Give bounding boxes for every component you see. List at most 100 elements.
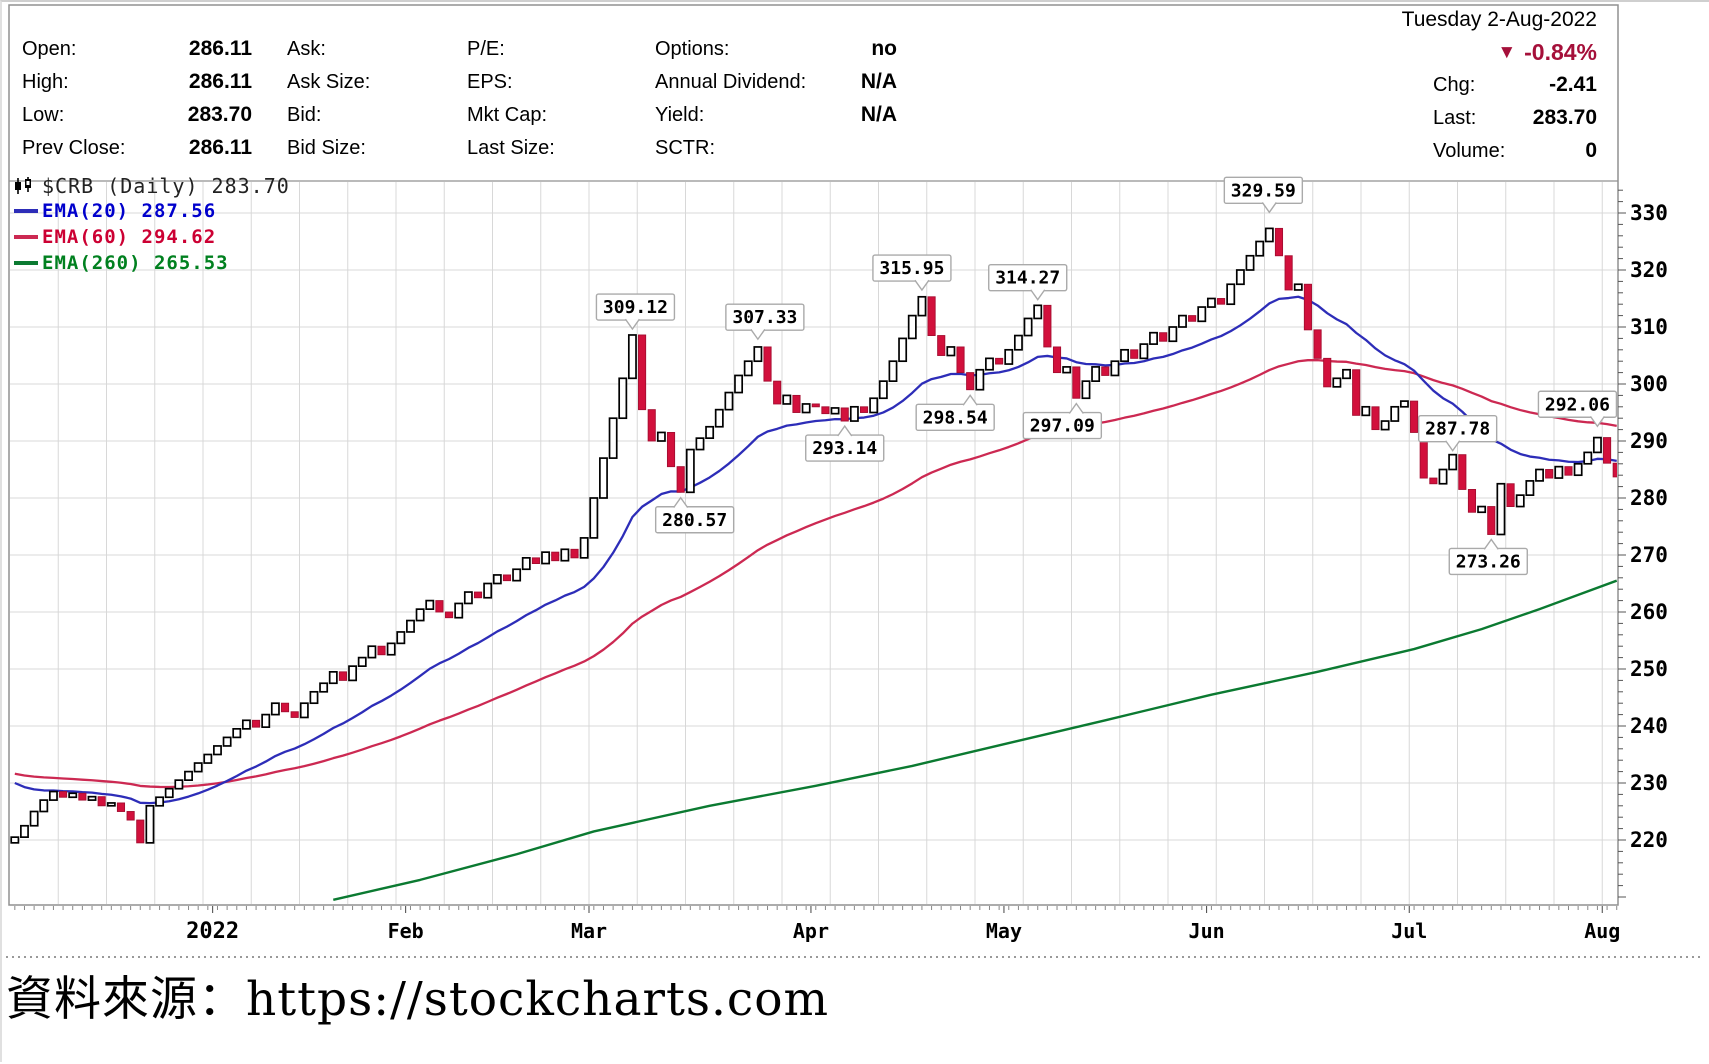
source-caption: 資料來源：https://stockcharts.com (6, 972, 830, 1027)
candle-down (551, 551, 560, 562)
candle-up (270, 702, 280, 716)
candle-down (338, 671, 347, 681)
quote-label: EPS: (467, 71, 513, 93)
candle-down (927, 296, 936, 337)
candle-down (570, 548, 579, 559)
price-callout-text: 292.06 (1545, 394, 1610, 415)
quote-value: N/A (860, 70, 897, 93)
y-tick-label: 230 (1630, 771, 1668, 795)
candle-up (695, 437, 705, 451)
candle-down (502, 574, 512, 582)
legend-item-ema260: EMA(260) 265.53 (14, 250, 290, 276)
quote-label: Annual Dividend: (655, 71, 807, 93)
y-tick-label: 280 (1630, 486, 1668, 510)
candle-up (521, 556, 531, 571)
candle-up (1332, 377, 1342, 388)
candle-up (1013, 334, 1023, 351)
price-callout-text: 314.27 (995, 268, 1060, 289)
candle-up (1390, 405, 1400, 422)
candle-down (840, 407, 849, 422)
x-tick-label: Apr (793, 919, 829, 943)
candle-up (627, 334, 637, 380)
y-tick-label: 220 (1630, 828, 1668, 852)
quote-label: Ask Size: (287, 71, 371, 93)
candle-up (1515, 494, 1525, 508)
price-callout-text: 297.09 (1030, 416, 1095, 437)
candle-down (252, 719, 261, 728)
candle-up (685, 448, 695, 494)
candle-up (541, 551, 551, 565)
candle-down (1072, 366, 1081, 399)
candle-up (1573, 462, 1583, 477)
x-tick-label: 2022 (186, 919, 239, 944)
price-callout-text: 293.14 (812, 438, 877, 459)
candle-up (1342, 368, 1351, 380)
candle-down (1506, 483, 1515, 507)
candle-up (512, 568, 522, 582)
ema-lines (14, 295, 1617, 902)
quote-label: Bid Size: (287, 137, 366, 159)
candle-down (136, 819, 145, 844)
price-callout: 309.12 (595, 293, 676, 331)
quote-value: 283.70 (187, 103, 252, 126)
candle-up (618, 377, 628, 420)
quote-value: 286.11 (188, 37, 252, 60)
candle-down (1274, 227, 1284, 257)
candle-down (1458, 454, 1467, 490)
candle-down (116, 802, 126, 812)
candle-up (1264, 227, 1274, 243)
quote-label: Last Size: (467, 137, 555, 159)
candle-up (68, 792, 78, 799)
quote-value: no (871, 37, 897, 60)
candle-up (734, 374, 744, 394)
price-callout: 307.33 (725, 303, 805, 341)
candle-down (59, 791, 68, 798)
candle-down (956, 346, 965, 374)
candle-down (773, 380, 782, 405)
candle-down (78, 792, 87, 801)
candle-down (1352, 369, 1361, 416)
candle-up (328, 670, 338, 685)
change-row: ▼ -0.84% (1497, 39, 1597, 66)
candles (10, 227, 1617, 844)
y-axis: 220 230 240 250 260 270 280 290 300 310 320 330 (1618, 189, 1668, 898)
legend-item-ema60: EMA(60) 294.62 (14, 224, 290, 250)
candle-up (888, 360, 898, 383)
candle-up (975, 368, 985, 391)
price-callout: 297.09 (1022, 402, 1103, 440)
candle-up (1525, 480, 1535, 496)
candle-down (647, 409, 656, 442)
candle-up (415, 608, 425, 622)
volume-label: Volume: (1433, 140, 1506, 162)
quote-label: High: (22, 71, 69, 93)
candle-down (435, 600, 444, 613)
candle-up (454, 602, 464, 619)
quote-label: Low: (22, 104, 65, 126)
candle-down (1410, 400, 1419, 433)
candle-up (10, 836, 20, 844)
candle-down (1612, 462, 1617, 478)
y-tick-label: 300 (1630, 372, 1668, 396)
quote-label: Yield: (655, 104, 705, 126)
candle-up (319, 682, 329, 693)
legend-title-row: $CRB (Daily) 283.70 (14, 174, 290, 198)
candle-up (599, 457, 608, 499)
x-axis: 2022 Feb Mar Apr May Jun Jul Aug (6, 906, 1700, 958)
candle-down (473, 591, 483, 599)
candle-down (1603, 437, 1612, 464)
candle-up (1139, 343, 1149, 360)
candle-down (1188, 315, 1197, 322)
quote-value: N/A (860, 103, 897, 126)
candle-up (425, 599, 435, 610)
candle-up (560, 548, 570, 562)
chg-value: -2.41 (1549, 73, 1597, 96)
price-callout-text: 309.12 (603, 297, 668, 318)
symbol-title: $CRB (Daily) 283.70 (42, 174, 290, 198)
candle-down (97, 796, 106, 807)
price-callouts: 309.12 280.57 307.33 293.14 315.95 298.54 314.… (595, 176, 1618, 576)
chg-label: Chg: (1433, 74, 1476, 96)
candle-up (849, 405, 859, 422)
ema260-label: EMA(260) 265.53 (42, 252, 229, 274)
candle-up (1168, 326, 1178, 343)
price-callout-text: 298.54 (923, 407, 988, 428)
